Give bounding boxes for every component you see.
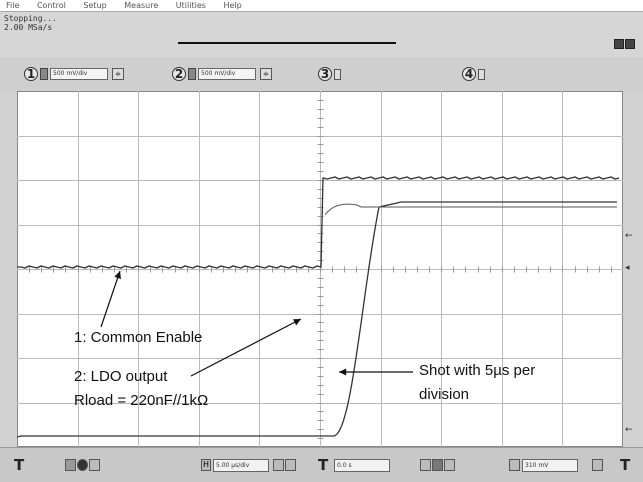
trigger-level-marker-icon[interactable]: ◂ (625, 263, 630, 273)
arrow-ch1 (100, 270, 121, 328)
channel-2-overlay-trace (324, 203, 617, 216)
channel-2-trace (17, 201, 617, 438)
channel-3-toggle-icon[interactable] (334, 68, 341, 80)
menu-utilities[interactable]: Utilities (175, 1, 206, 10)
channel-3-button[interactable]: 3 (318, 67, 332, 81)
annotation-ch2-load: Rload = 220nF//1kΩ (74, 392, 209, 409)
minimize-button[interactable] (614, 39, 624, 49)
arrow-ch1-head-icon (114, 271, 121, 279)
channel-1-control[interactable]: 1 500 mV/div ≑ (24, 64, 124, 84)
channel-2-level-marker-icon[interactable]: ← (625, 425, 633, 435)
channel-1-level-marker-icon[interactable]: ← (625, 231, 633, 241)
channel-bar: 1 500 mV/div ≑ 2 500 mV/div ≑ 3 4 (0, 57, 643, 91)
delay-right-button[interactable] (444, 459, 455, 471)
channel-1-spinner-icon[interactable]: ≑ (112, 68, 124, 80)
channel-2-control[interactable]: 2 500 mV/div ≑ (172, 64, 272, 84)
timebase-group: H 5.00 µs/div (200, 457, 296, 473)
left-margin (0, 91, 17, 447)
acquisition-status: Stopping... (4, 14, 57, 23)
annotation-timebase-note-2: division (419, 386, 470, 403)
timebase-field[interactable]: 5.00 µs/div (213, 458, 269, 472)
menu-file[interactable]: File (6, 1, 20, 10)
menu-setup[interactable]: Setup (83, 1, 107, 10)
arrow-ch2 (190, 318, 302, 377)
delay-trigger-icon: T (318, 456, 329, 474)
stop-icon[interactable] (77, 459, 88, 471)
annotation-timebase-note-1: Shot with 5µs per (419, 362, 536, 379)
trigger-edge-icon[interactable]: T (620, 456, 631, 474)
sample-rate: 2.00 MSa/s (4, 23, 53, 32)
trigger-level-spinner-icon[interactable] (592, 459, 603, 471)
waveform-svg (17, 91, 623, 447)
channel-1-trace (17, 176, 620, 269)
channel-1-button[interactable]: 1 (24, 67, 38, 81)
window-buttons (613, 34, 635, 53)
menu-help[interactable]: Help (223, 1, 242, 10)
delay-left-button[interactable] (420, 459, 431, 471)
close-button[interactable] (625, 39, 635, 49)
timebase-decrease-button[interactable] (273, 459, 284, 471)
delay-center-button[interactable] (432, 459, 443, 471)
single-icon[interactable] (89, 459, 100, 471)
timebase-increase-button[interactable] (285, 459, 296, 471)
channel-1-swatch-icon (40, 68, 48, 80)
channel-2-button[interactable]: 2 (172, 67, 186, 81)
channel-2-spinner-icon[interactable]: ≑ (260, 68, 272, 80)
trigger-level-group: 310 mV (508, 457, 603, 473)
right-margin: ← ◂ ← (623, 91, 643, 447)
run-stop-group (64, 457, 100, 473)
channel-1-scale-field[interactable]: 500 mV/div (50, 68, 108, 80)
annotation-ch2-label: 2: LDO output (74, 368, 168, 385)
delay-group: 0.0 s (334, 457, 455, 473)
annotation-arrows (100, 270, 413, 377)
channel-2-scale-field[interactable]: 500 mV/div (198, 68, 256, 80)
channel-4-control[interactable]: 4 (462, 64, 485, 84)
channel-4-toggle-icon[interactable] (478, 68, 485, 80)
run-icon[interactable] (65, 459, 76, 471)
waveform-display[interactable] (17, 91, 623, 447)
trigger-source-button[interactable] (509, 459, 520, 471)
trigger-icon[interactable]: T (14, 456, 25, 474)
acquisition-progress-bar (178, 42, 396, 44)
channel-4-button[interactable]: 4 (462, 67, 476, 81)
annotation-ch1-label: 1: Common Enable (74, 329, 203, 346)
menu-control[interactable]: Control (36, 1, 66, 10)
arrow-timebase-note-head-icon (339, 368, 347, 376)
arrow-ch2-head-icon (293, 319, 301, 326)
status-bar: Stopping... 2.00 MSa/s (0, 11, 643, 57)
channel-2-swatch-icon (188, 68, 196, 80)
menu-bar: File Control Setup Measure Utilities Hel… (0, 0, 643, 11)
channel-3-control[interactable]: 3 (318, 64, 341, 84)
traces (17, 176, 620, 438)
delay-field[interactable]: 0.0 s (334, 458, 390, 472)
horizontal-label: H (201, 459, 211, 471)
trigger-level-field[interactable]: 310 mV (522, 458, 578, 472)
bottom-control-bar: T H 5.00 µs/div T 0.0 s 310 mV T (0, 447, 643, 482)
menu-measure[interactable]: Measure (124, 1, 159, 10)
